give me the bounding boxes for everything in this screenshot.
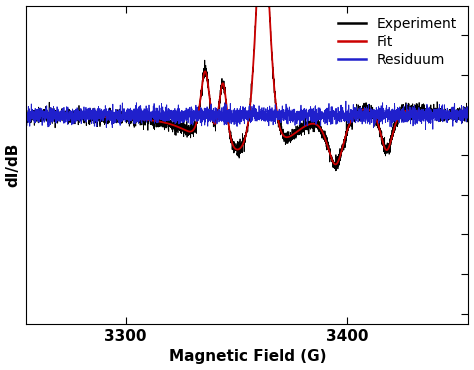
- Fit: [430, 111, 436, 115]
- Fit: [345, 127, 350, 131]
- Line: Fit: Fit: [26, 0, 468, 164]
- Fit: [333, 162, 338, 166]
- Fit: [209, 114, 215, 118]
- Legend: Experiment, Fit, Residuum: Experiment, Fit, Residuum: [334, 13, 462, 71]
- Experiment: [209, 112, 215, 117]
- Residuum: [209, 117, 215, 121]
- Experiment: [452, 117, 458, 122]
- Experiment: [213, 129, 219, 133]
- Line: Experiment: Experiment: [26, 0, 468, 171]
- Residuum: [233, 113, 239, 118]
- Residuum: [213, 110, 219, 114]
- Residuum: [430, 116, 436, 121]
- Fit: [233, 147, 239, 152]
- Fit: [23, 114, 29, 118]
- Experiment: [333, 169, 338, 173]
- Experiment: [430, 111, 436, 115]
- Experiment: [233, 145, 239, 149]
- Experiment: [345, 131, 350, 135]
- Fit: [213, 121, 219, 125]
- Residuum: [423, 127, 428, 132]
- Experiment: [23, 112, 29, 116]
- Residuum: [465, 105, 471, 109]
- Fit: [465, 112, 471, 117]
- Residuum: [343, 99, 349, 103]
- Y-axis label: dI/dB: dI/dB: [6, 142, 20, 187]
- Residuum: [452, 115, 458, 120]
- Experiment: [465, 111, 471, 115]
- Fit: [452, 112, 458, 117]
- X-axis label: Magnetic Field (G): Magnetic Field (G): [169, 349, 326, 364]
- Line: Residuum: Residuum: [26, 101, 468, 130]
- Residuum: [23, 116, 29, 121]
- Residuum: [345, 117, 350, 122]
